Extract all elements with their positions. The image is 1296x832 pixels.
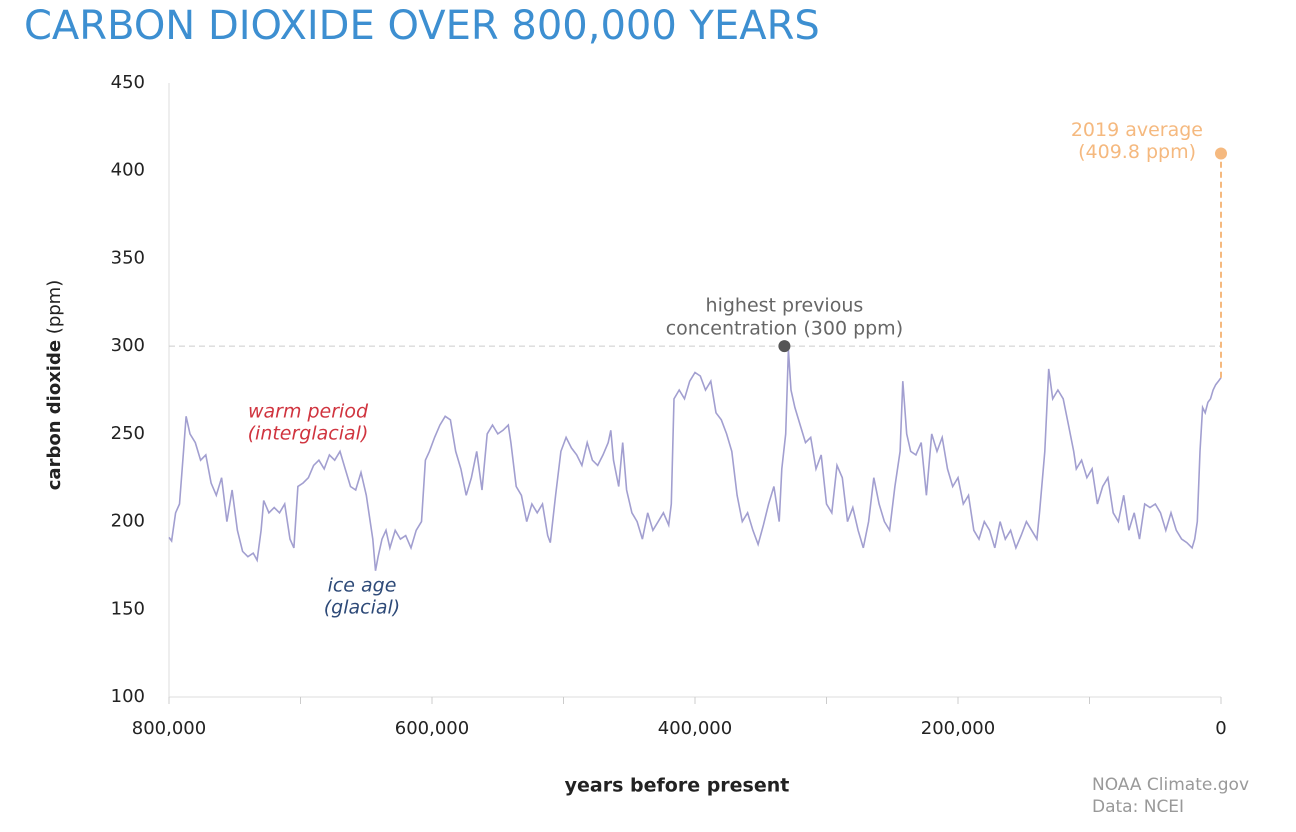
- x-tick-label: 0: [1215, 718, 1226, 739]
- annotation: (interglacial): [248, 423, 369, 445]
- y-tick-label: 350: [111, 247, 145, 268]
- y-tick-label: 100: [111, 686, 145, 707]
- credit: Data: NCEI: [1092, 797, 1184, 817]
- credit: NOAA Climate.gov: [1092, 775, 1249, 795]
- y-tick-label: 150: [111, 598, 145, 619]
- data-line: [168, 349, 1222, 571]
- y-tick-label: 250: [111, 423, 145, 444]
- x-tick-label: 800,000: [132, 718, 206, 739]
- y-tick-label: 200: [111, 511, 145, 532]
- y-tick-label: 400: [111, 160, 145, 181]
- x-tick-label: 200,000: [921, 718, 995, 739]
- x-tick-label: 600,000: [395, 718, 469, 739]
- point-label: (409.8 ppm): [1078, 141, 1196, 163]
- point-label: highest previous: [706, 295, 864, 317]
- y-tick-label: 450: [111, 72, 145, 93]
- y-label-bold: carbon dioxide: [44, 340, 65, 490]
- annotation: (glacial): [324, 597, 400, 619]
- highlight-point: [778, 340, 791, 353]
- point-label: 2019 average: [1071, 119, 1203, 141]
- y-label-unit: (ppm): [44, 280, 65, 334]
- y-tick-label: 300: [111, 335, 145, 356]
- highlight-point: [1215, 147, 1227, 160]
- x-axis-label: years before present: [565, 775, 790, 797]
- y-axis-label: carbon dioxide (ppm): [44, 280, 65, 491]
- point-label: concentration (300 ppm): [666, 318, 903, 340]
- annotation: ice age: [328, 575, 397, 597]
- chart-title: CARBON DIOXIDE OVER 800,000 YEARS: [24, 3, 820, 49]
- annotation: warm period: [248, 401, 369, 423]
- x-tick-label: 400,000: [658, 718, 732, 739]
